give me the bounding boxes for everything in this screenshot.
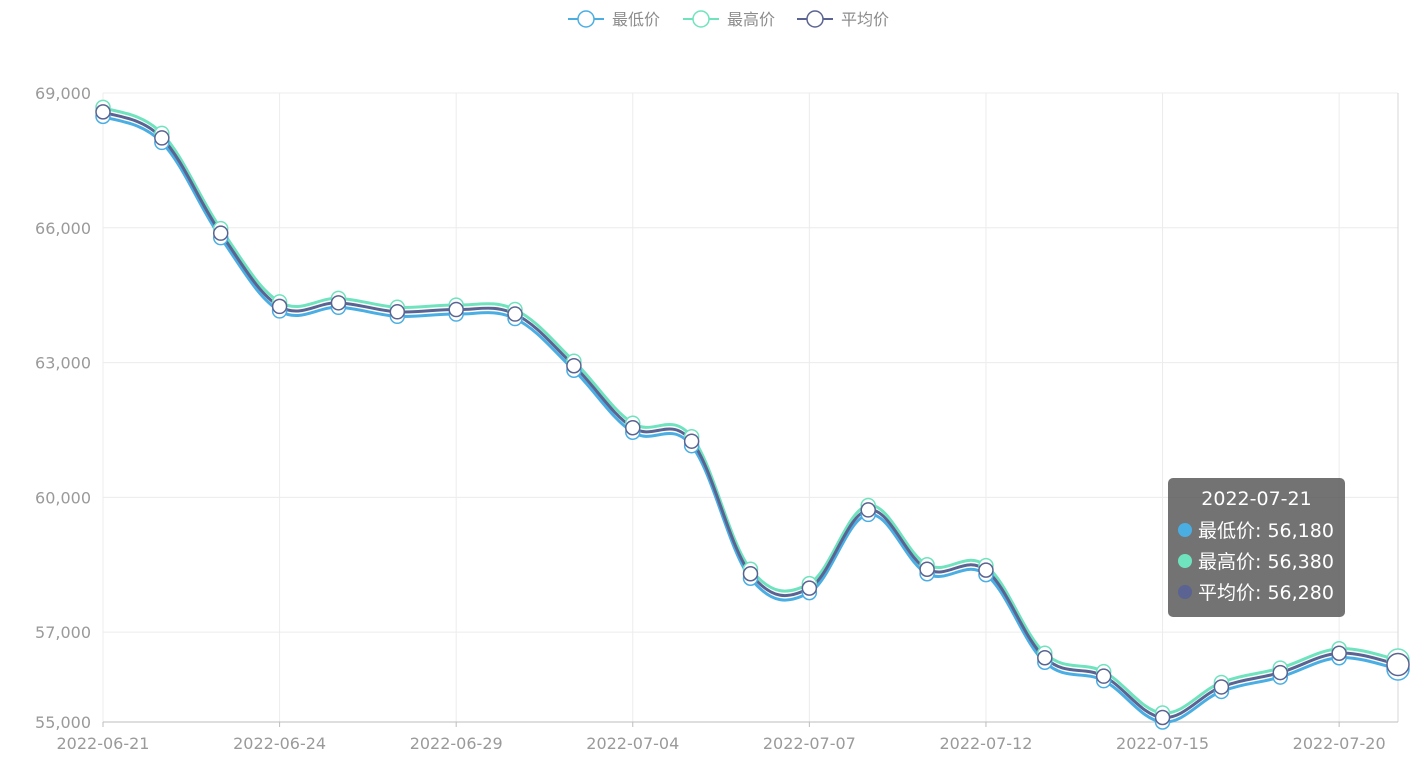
data-point-avg[interactable] bbox=[625, 419, 641, 436]
legend-swatch-marker bbox=[806, 10, 824, 28]
tooltip-label-avg: 平均价: 56,280 bbox=[1198, 582, 1334, 604]
chart-tooltip: 2022-07-21 最低价: 56,180 最高价: 56,380 平均价: … bbox=[1168, 478, 1345, 617]
data-point-avg[interactable] bbox=[212, 225, 229, 241]
data-point-avg[interactable] bbox=[1386, 652, 1410, 677]
y-tick-label: 57,000 bbox=[35, 623, 91, 642]
legend-swatch-marker bbox=[692, 10, 710, 28]
tooltip-title: 2022-07-21 bbox=[1201, 488, 1312, 510]
series-points bbox=[95, 99, 1410, 730]
legend-label: 最低价 bbox=[612, 10, 660, 29]
series-line-min bbox=[102, 114, 1399, 724]
data-point-avg[interactable] bbox=[271, 298, 288, 315]
legend-label: 最高价 bbox=[727, 10, 775, 29]
data-point-avg[interactable] bbox=[566, 357, 582, 374]
data-point-avg[interactable] bbox=[919, 561, 935, 577]
y-axis-ticks: 55,000 57,000 60,000 63,000 66,000 69,000 bbox=[35, 84, 91, 732]
data-point-avg[interactable] bbox=[1272, 664, 1289, 681]
legend-item-max[interactable]: 最高价 bbox=[683, 10, 775, 29]
legend-label: 平均价 bbox=[841, 10, 889, 29]
x-tick-label: 2022-07-15 bbox=[1116, 734, 1209, 753]
tooltip-dot-avg bbox=[1178, 584, 1192, 599]
tooltip-dot-min bbox=[1178, 522, 1192, 537]
data-point-avg[interactable] bbox=[978, 562, 994, 578]
y-tick-label: 60,000 bbox=[35, 488, 91, 507]
x-tick-label: 2022-06-21 bbox=[57, 734, 150, 753]
data-point-avg[interactable] bbox=[683, 433, 700, 449]
series-lines bbox=[102, 105, 1399, 724]
legend-item-min[interactable]: 最低价 bbox=[568, 10, 660, 29]
data-point-avg[interactable] bbox=[154, 130, 170, 146]
data-point-avg[interactable] bbox=[1037, 650, 1053, 666]
chart-grid bbox=[102, 92, 1398, 723]
chart-legend: 最低价 最高价 平均价 bbox=[568, 10, 889, 29]
y-tick-label: 55,000 bbox=[35, 713, 91, 732]
x-tick-label: 2022-07-04 bbox=[586, 734, 679, 753]
x-tick-label: 2022-06-24 bbox=[233, 734, 326, 753]
x-tick-label: 2022-07-20 bbox=[1293, 734, 1386, 753]
tooltip-row-avg: 平均价: 56,280 bbox=[1178, 576, 1335, 607]
data-point-avg[interactable] bbox=[801, 580, 818, 596]
y-tick-label: 66,000 bbox=[35, 219, 91, 238]
data-point-avg[interactable] bbox=[330, 295, 347, 311]
tooltip-row-min: 最低价: 56,180 bbox=[1178, 514, 1335, 545]
series-line-avg bbox=[102, 110, 1399, 720]
x-tick-label: 2022-07-07 bbox=[763, 734, 856, 753]
data-point-avg[interactable] bbox=[389, 304, 406, 320]
x-axis-ticks: 2022-06-21 2022-06-24 2022-06-29 2022-07-04… bbox=[57, 734, 1386, 753]
x-tick-label: 2022-07-12 bbox=[939, 734, 1032, 753]
tooltip-dot-max bbox=[1178, 553, 1192, 568]
chart-axes bbox=[102, 93, 1399, 727]
tooltip-row-max: 最高价: 56,380 bbox=[1178, 545, 1335, 576]
tooltip-label-max: 最高价: 56,380 bbox=[1198, 551, 1334, 573]
data-point-avg[interactable] bbox=[1154, 709, 1171, 726]
data-point-avg[interactable] bbox=[1213, 679, 1230, 695]
series-line-max bbox=[102, 105, 1399, 715]
tooltip-label-min: 最低价: 56,180 bbox=[1198, 520, 1334, 542]
data-point-avg[interactable] bbox=[507, 306, 523, 322]
legend-swatch-marker bbox=[577, 10, 595, 28]
legend-item-avg[interactable]: 平均价 bbox=[797, 10, 889, 29]
data-point-avg[interactable] bbox=[448, 301, 464, 318]
data-point-avg[interactable] bbox=[1095, 668, 1112, 684]
x-tick-label: 2022-06-29 bbox=[410, 734, 503, 753]
data-point-avg[interactable] bbox=[95, 104, 111, 120]
data-point-avg[interactable] bbox=[860, 502, 876, 518]
y-tick-label: 63,000 bbox=[35, 354, 91, 373]
data-point-avg[interactable] bbox=[742, 565, 759, 582]
data-point-avg[interactable] bbox=[1331, 645, 1347, 662]
y-tick-label: 69,000 bbox=[35, 84, 91, 103]
